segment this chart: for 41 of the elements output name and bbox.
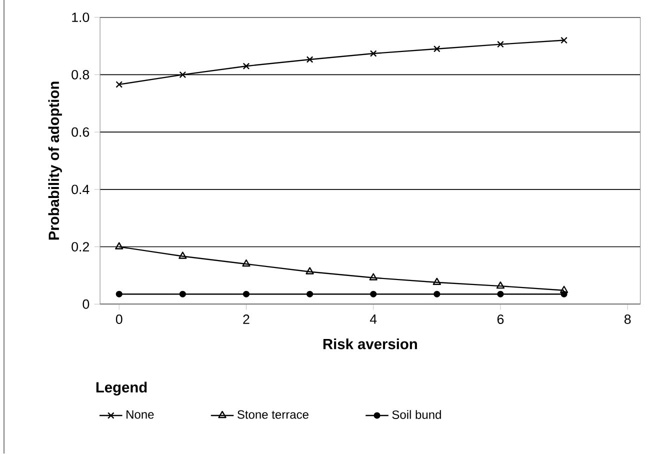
y-tick-label: 0.6 <box>72 128 90 137</box>
point <box>560 37 568 44</box>
y-axis-title: Probability of adoption <box>48 82 62 240</box>
point <box>434 291 440 298</box>
point <box>306 267 314 275</box>
point <box>178 252 187 260</box>
y-tick-label: 0.8 <box>72 70 90 80</box>
x-tick-label: 0 <box>116 314 122 324</box>
point <box>306 56 314 64</box>
point <box>370 50 377 58</box>
point <box>116 291 122 298</box>
legend-label: Stone terrace <box>237 410 308 420</box>
y-tick-label: 1.0 <box>72 12 90 22</box>
y-tick-label: 0.2 <box>72 242 89 252</box>
point <box>433 46 440 53</box>
x-tick-label: 6 <box>497 314 504 324</box>
point <box>242 62 250 70</box>
point <box>242 260 250 267</box>
legend-label: Soil bund <box>392 410 441 420</box>
point <box>116 81 123 88</box>
x-axis-title: Risk aversion <box>323 338 417 350</box>
x-tick-label: 2 <box>243 314 250 324</box>
point <box>497 41 504 48</box>
legend-label: None <box>126 410 154 419</box>
point <box>496 282 505 289</box>
point <box>497 291 504 298</box>
point <box>370 291 377 298</box>
x-tick-label: 4 <box>370 314 377 324</box>
point <box>369 273 378 281</box>
y-tick-label: 0 <box>82 300 90 310</box>
point <box>179 291 186 298</box>
point <box>179 71 186 78</box>
point <box>115 242 124 250</box>
point <box>432 278 441 286</box>
legend-title: Legend <box>96 382 147 396</box>
x-tick-label: 8 <box>624 314 631 324</box>
point <box>560 291 568 298</box>
point <box>560 286 568 294</box>
point <box>242 291 250 298</box>
point <box>306 291 314 298</box>
y-tick-label: 0.4 <box>72 184 90 194</box>
